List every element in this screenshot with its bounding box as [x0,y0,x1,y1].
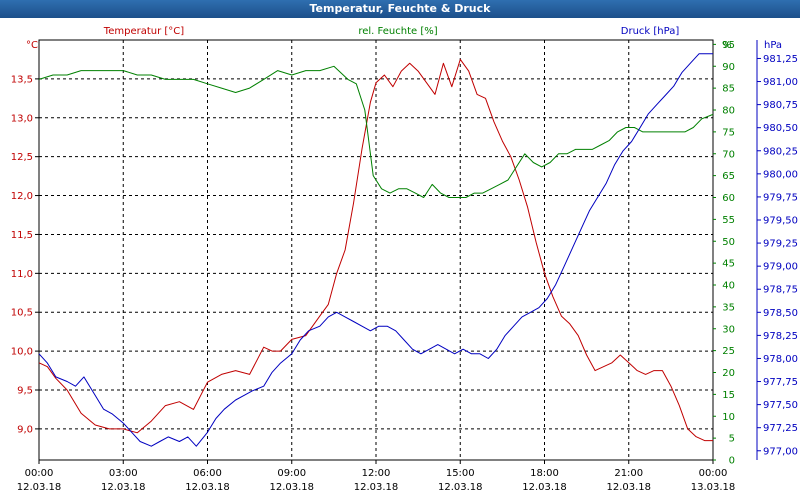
window-title: Temperatur, Feuchte & Druck [0,0,800,18]
humidity-tick-label: 95 [722,40,735,51]
x-tick-date: 12.03.18 [269,482,314,493]
pressure-tick-label: 980,75 [763,100,798,111]
x-tick-date: 12.03.18 [606,482,651,493]
humidity-tick-label: 30 [722,324,735,335]
pressure-tick-label: 979,25 [763,239,798,250]
humidity-tick-label: 50 [722,237,735,248]
x-tick-time: 00:00 [699,468,728,479]
x-tick-time: 03:00 [109,468,138,479]
x-tick-time: 15:00 [446,468,475,479]
pressure-tick-label: 979,00 [763,262,798,273]
humidity-tick-label: 80 [722,106,735,117]
humidity-unit: % [722,40,732,51]
humidity-tick-label: 75 [722,127,735,138]
humidity-axis-label: rel. Feuchte [%] [358,26,437,37]
pressure-tick-label: 981,00 [763,77,798,88]
pressure-tick-label: 981,25 [763,54,798,65]
pressure-tick-label: 980,25 [763,146,798,157]
temperature-tick-label: 12,5 [11,152,33,163]
temperature-tick-label: 10,5 [11,308,33,319]
temperature-tick-label: 11,0 [11,269,33,280]
x-tick-date: 12.03.18 [354,482,399,493]
temperature-tick-label: 9,5 [17,386,33,397]
humidity-tick-label: 70 [722,149,735,160]
pressure-tick-label: 977,25 [763,423,798,434]
pressure-unit: hPa [764,40,782,51]
series-layer [38,53,714,447]
humidity-tick-label: 55 [722,215,735,226]
axes-layer: Temperatur [°C] rel. Feuchte [%] Druck [… [11,26,798,493]
x-tick-date: 12.03.18 [17,482,62,493]
pressure-tick-label: 977,75 [763,377,798,388]
x-tick-date: 13.03.18 [691,482,736,493]
pressure-tick-label: 979,75 [763,192,798,203]
temperature-tick-label: 10,0 [11,347,33,358]
x-tick-time: 00:00 [25,468,54,479]
humidity-tick-label: 25 [722,346,735,357]
x-tick-time: 21:00 [614,468,643,479]
pressure-axis-label: Druck [hPa] [621,26,680,37]
pressure-tick-label: 978,25 [763,331,798,342]
pressure-tick-label: 978,00 [763,354,798,365]
pressure-tick-label: 977,00 [763,446,798,457]
humidity-tick-label: 10 [722,412,735,423]
humidity-tick-label: 45 [722,259,735,270]
humidity-tick-label: 65 [722,171,735,182]
temperature-tick-label: 9,0 [17,424,33,435]
pressure-tick-label: 978,75 [763,285,798,296]
x-tick-time: 12:00 [362,468,391,479]
pressure-series-line [38,53,713,447]
temperature-axis-label: Temperatur [°C] [103,26,184,37]
humidity-tick-label: 60 [722,193,735,204]
temperature-tick-label: 11,5 [11,230,33,241]
x-tick-date: 12.03.18 [101,482,146,493]
temperature-tick-label: 12,0 [11,191,33,202]
x-tick-time: 09:00 [277,468,306,479]
x-tick-time: 18:00 [530,468,559,479]
pressure-tick-label: 980,50 [763,123,798,134]
humidity-tick-label: 5 [729,434,735,445]
x-tick-date: 12.03.18 [522,482,567,493]
humidity-tick-label: 20 [722,368,735,379]
temperature-unit: °C [26,40,38,51]
temperature-series-line [38,58,713,442]
pressure-tick-label: 979,50 [763,216,798,227]
x-tick-date: 12.03.18 [438,482,483,493]
pressure-tick-label: 980,00 [763,169,798,180]
humidity-tick-label: 40 [722,281,735,292]
pressure-tick-label: 977,50 [763,400,798,411]
temperature-tick-label: 13,5 [11,74,33,85]
pressure-tick-label: 978,50 [763,308,798,319]
humidity-tick-label: 90 [722,62,735,73]
x-tick-time: 06:00 [193,468,222,479]
x-tick-date: 12.03.18 [185,482,230,493]
humidity-tick-label: 15 [722,390,735,401]
humidity-tick-label: 85 [722,84,735,95]
temperature-tick-label: 13,0 [11,113,33,124]
humidity-tick-label: 0 [729,456,735,467]
humidity-tick-label: 35 [722,302,735,313]
grid [39,40,713,460]
humidity-series-line [38,65,714,198]
